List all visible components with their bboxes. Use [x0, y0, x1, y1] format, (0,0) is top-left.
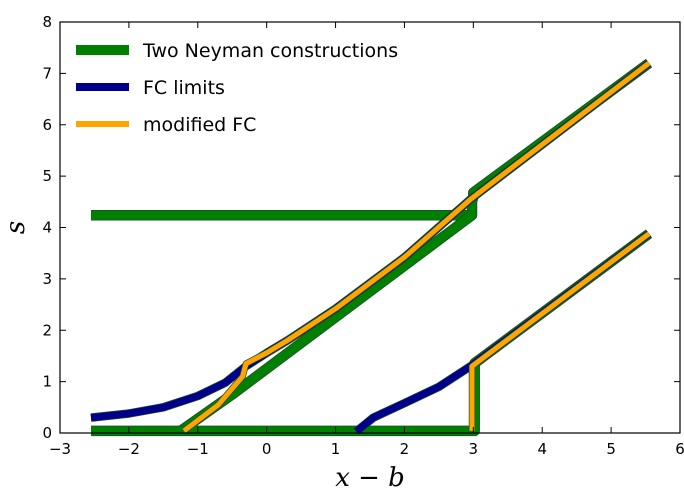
series-3-outline-2	[468, 231, 651, 431]
y-tick-label: 3	[42, 270, 52, 288]
legend-item-1: Two Neyman constructions	[76, 40, 398, 62]
y-tick-label: 4	[42, 219, 52, 237]
x-tick-label: 6	[675, 440, 684, 458]
x-tick-label: 1	[331, 440, 341, 458]
y-tick-label: 1	[42, 373, 52, 391]
y-tick-label: 7	[42, 64, 52, 82]
x-tick-label: 2	[400, 440, 410, 458]
y-tick-label: 0	[42, 424, 52, 442]
plot-lines	[90, 58, 653, 437]
legend-label: FC limits	[143, 77, 225, 99]
x-tick-label: 4	[537, 440, 547, 458]
x-tick-label: −1	[187, 440, 209, 458]
x-ticks: −3 −2 −1 0 1 2 3 4 5 6	[49, 22, 684, 458]
legend: Two Neyman constructions FC limits modifie…	[76, 40, 398, 136]
y-tick-label: 2	[42, 321, 52, 339]
x-tick-label: 3	[469, 440, 479, 458]
series-3-line-2	[469, 231, 651, 431]
legend-label: Two Neyman constructions	[142, 40, 398, 62]
legend-item-3: modified FC	[76, 114, 256, 136]
y-tick-label: 6	[42, 116, 52, 134]
y-tick-label: 5	[42, 167, 52, 185]
series-3-line-1	[182, 61, 651, 433]
y-axis-label: s	[1, 221, 31, 234]
legend-item-2: FC limits	[76, 77, 225, 99]
y-tick-label: 8	[42, 13, 52, 31]
x-tick-label: −2	[118, 440, 140, 458]
x-tick-label: −3	[49, 440, 71, 458]
series-3	[182, 60, 651, 434]
legend-label: modified FC	[143, 114, 256, 136]
x-axis-label: x − b	[335, 463, 405, 493]
y-ticks: 0 1 2 3 4 5 6 7 8	[42, 13, 680, 442]
x-tick-label: 0	[262, 440, 272, 458]
x-tick-label: 5	[606, 440, 616, 458]
